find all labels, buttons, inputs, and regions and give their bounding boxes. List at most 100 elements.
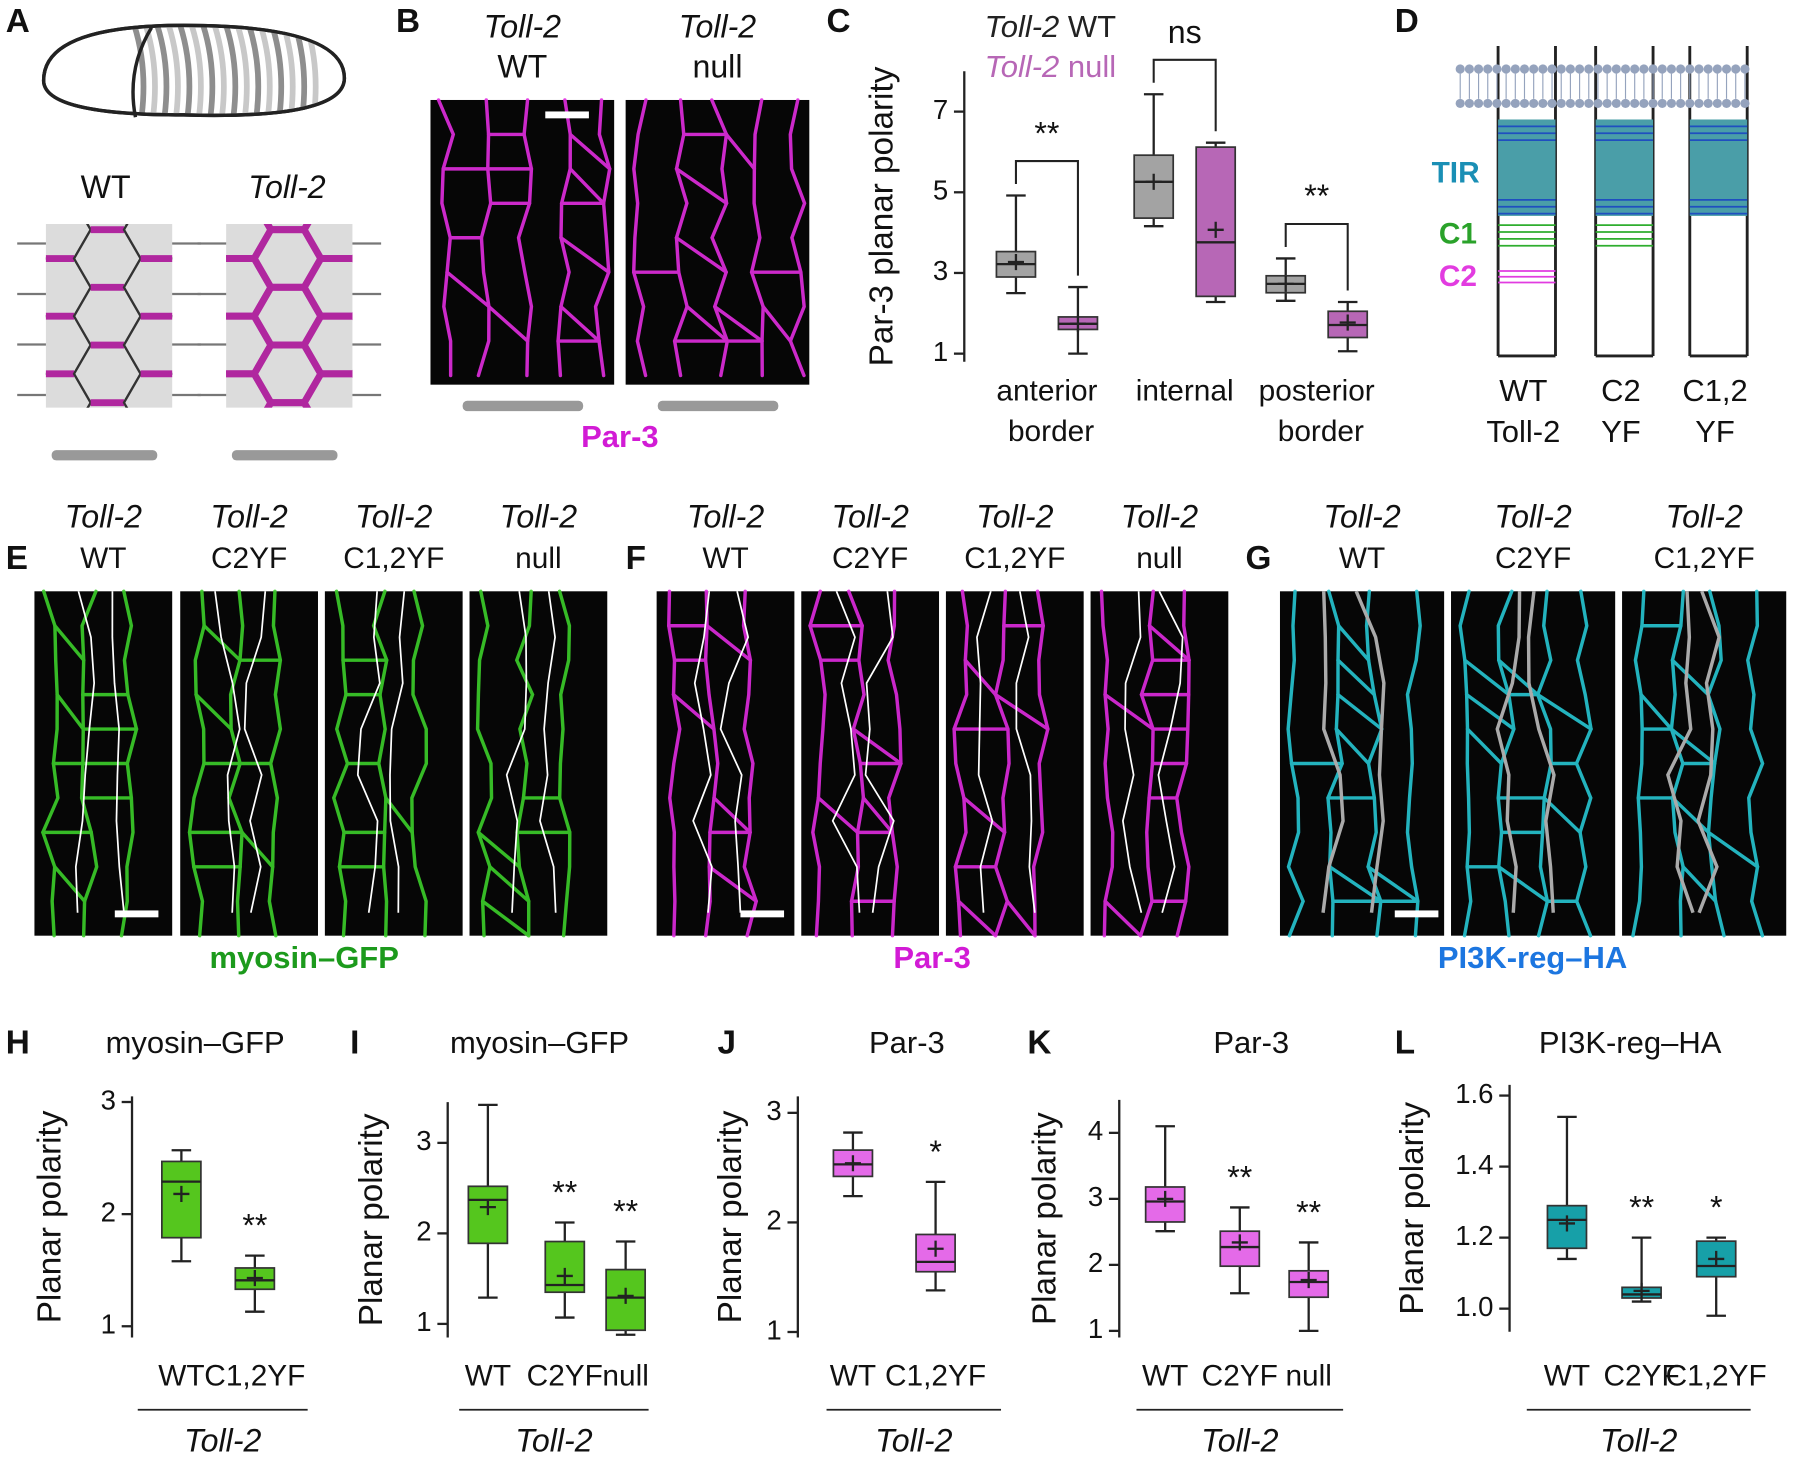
y-tick-label: 1.6 xyxy=(1455,1078,1493,1109)
chart-title: myosin–GFP xyxy=(106,1025,285,1060)
cell xyxy=(354,172,421,230)
y-axis-label: Planar polarity xyxy=(1027,1112,1064,1325)
cell-edge xyxy=(712,796,752,835)
outline xyxy=(1321,591,1345,913)
mean-marker xyxy=(1558,1215,1576,1232)
outline xyxy=(1015,591,1036,913)
panel-letter: G xyxy=(1246,540,1272,577)
significance-label: * xyxy=(929,1134,942,1170)
mean-marker xyxy=(1633,1282,1650,1299)
mean-marker xyxy=(1207,221,1224,238)
scale-bar xyxy=(114,910,159,918)
genotype-label: WT xyxy=(702,542,748,575)
mean-marker xyxy=(1339,314,1356,331)
lipid-head xyxy=(1556,64,1566,74)
x-tick-label: C1,2YF xyxy=(1666,1360,1767,1393)
cell-edge xyxy=(568,167,606,206)
cell-edge xyxy=(993,589,1011,938)
significance-label: ** xyxy=(1034,115,1059,151)
cell-edge xyxy=(1103,692,1155,731)
domain-label: TIR xyxy=(1432,156,1480,189)
mean-marker xyxy=(1300,1272,1317,1289)
lipid-head xyxy=(1602,64,1612,74)
cell xyxy=(0,287,41,345)
lipid-head xyxy=(1630,64,1640,74)
lipid-head xyxy=(1519,64,1530,74)
cell xyxy=(354,403,421,461)
x-tick-label: WT xyxy=(465,1360,511,1393)
lipid-head xyxy=(1657,98,1667,109)
mean-marker xyxy=(246,1270,263,1287)
cell-edge xyxy=(1336,624,1371,662)
scale-bar xyxy=(1394,910,1439,918)
cell-edge xyxy=(52,865,87,903)
x-tick-label: WT xyxy=(1544,1360,1590,1393)
cell xyxy=(174,403,241,461)
cell-edge xyxy=(761,304,793,343)
lipid-head xyxy=(1712,98,1722,109)
mean-marker xyxy=(927,1240,944,1257)
genotype-label: null xyxy=(515,542,561,575)
genotype-label: C2YF xyxy=(832,542,908,575)
cell xyxy=(174,172,241,230)
cell-edge xyxy=(631,98,648,378)
panel-letter: L xyxy=(1395,1025,1415,1062)
cell-edges xyxy=(475,589,572,938)
outline xyxy=(74,591,96,913)
lipid-head xyxy=(1483,98,1493,109)
outline xyxy=(719,591,750,913)
construct-label: C1,2 xyxy=(1682,373,1747,408)
cell-edge xyxy=(487,304,530,343)
cell-edge xyxy=(705,624,753,662)
micrograph xyxy=(945,591,1084,936)
cell xyxy=(122,223,173,260)
genotype-label: WT xyxy=(497,48,547,84)
lipid-head xyxy=(1731,98,1741,109)
lipid-head xyxy=(1492,64,1502,74)
lipid-head xyxy=(1740,98,1750,109)
cell-edges xyxy=(631,98,807,378)
embryo-edge xyxy=(41,23,347,118)
scale-bar xyxy=(545,111,589,119)
cell-edge xyxy=(741,589,759,938)
lipid-head xyxy=(1556,98,1566,109)
y-tick-label: 1.2 xyxy=(1455,1220,1493,1251)
y-tick-label: 4 xyxy=(1088,1115,1103,1146)
axis-bar xyxy=(462,400,584,412)
lipid-head xyxy=(1492,98,1502,109)
panel-letter: A xyxy=(6,3,30,40)
group-label: Toll-2 xyxy=(1201,1423,1279,1459)
cell-edge xyxy=(1745,589,1765,938)
lipid-head xyxy=(1529,98,1539,109)
chart-title: PI3K-reg–HA xyxy=(1539,1025,1722,1060)
group-label: Toll-2 xyxy=(875,1423,953,1459)
chart-title: Par-3 xyxy=(1213,1025,1289,1060)
y-axis-label: Planar polarity xyxy=(712,1110,749,1323)
cell-edge xyxy=(993,692,1050,731)
hex-grid xyxy=(0,172,241,461)
genotype-label: Toll-2 xyxy=(1665,498,1743,534)
y-axis-label: Planar polarity xyxy=(1394,1102,1431,1315)
group-label: Toll-2 xyxy=(1600,1423,1678,1459)
legend-entry-part: Toll-2 xyxy=(985,49,1060,84)
lipid-head xyxy=(1473,64,1484,74)
cell xyxy=(154,403,221,461)
lipid-head xyxy=(1611,64,1621,74)
lipid-head xyxy=(1712,64,1722,74)
panel-letter: I xyxy=(350,1025,359,1062)
cell-edge xyxy=(476,830,522,869)
cell-edge xyxy=(1005,899,1037,938)
micrograph xyxy=(1451,591,1616,936)
lipid-head xyxy=(1731,64,1741,74)
genotype-label: WT xyxy=(1339,542,1385,575)
cell-edge xyxy=(1464,692,1516,731)
y-tick-label: 3 xyxy=(416,1125,431,1156)
genotype-label: Toll-2 xyxy=(831,498,909,534)
outline xyxy=(1354,590,1386,913)
cell-edge xyxy=(1031,589,1050,938)
cell-edge xyxy=(667,589,682,938)
box xyxy=(161,1160,202,1239)
y-tick-label: 1.4 xyxy=(1455,1149,1493,1180)
cell-edge xyxy=(559,304,601,343)
